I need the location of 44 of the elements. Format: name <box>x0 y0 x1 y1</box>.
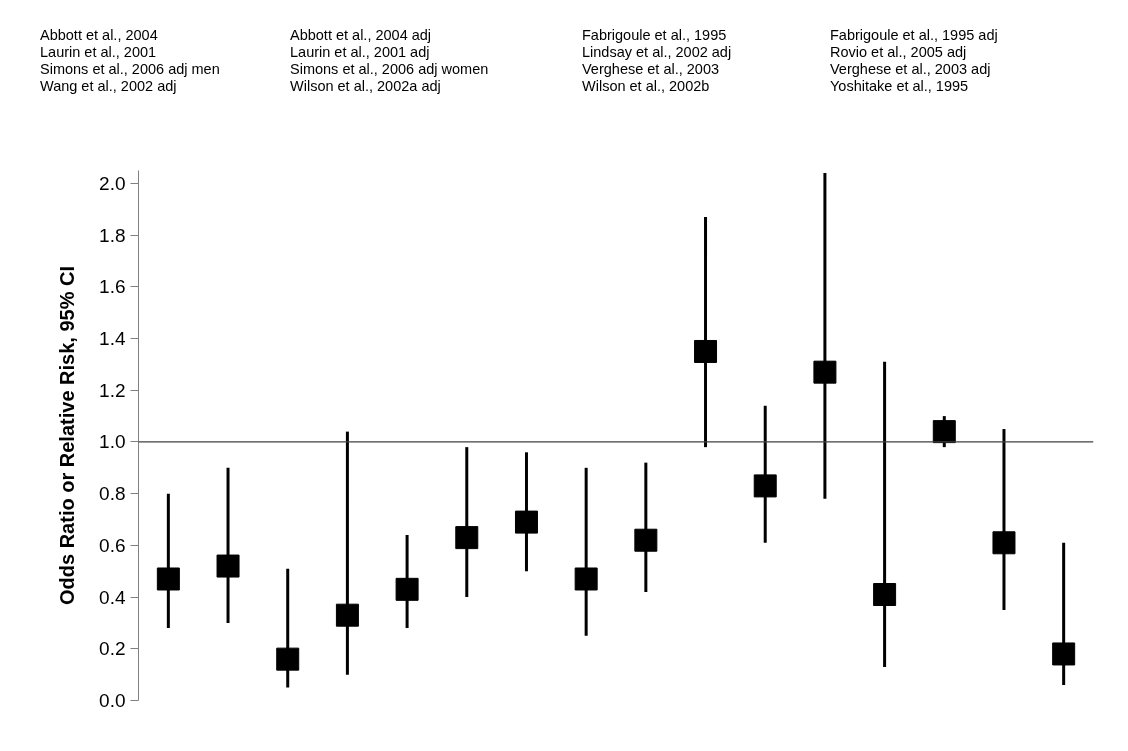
text: Laurin et al., 2001 adj <box>290 44 430 60</box>
point <box>694 339 718 363</box>
point <box>514 510 538 534</box>
y-tick-label: 1.2 <box>99 379 126 401</box>
text: Wilson et al., 2002a adj <box>290 78 441 94</box>
point <box>1052 642 1076 666</box>
y-tick-label: 0.0 <box>99 690 126 711</box>
y-tick-label: 1.4 <box>99 328 126 350</box>
text: Verghese et al., 2003 adj <box>830 61 991 77</box>
y-tick-label: 2.0 <box>99 172 126 194</box>
y-tick-label: 0.6 <box>99 534 126 556</box>
y-tick-label: 0.4 <box>99 586 126 608</box>
text: Verghese et al., 2003 <box>582 61 720 77</box>
point <box>753 474 777 498</box>
point <box>932 420 956 444</box>
point <box>634 528 658 552</box>
point <box>873 583 897 606</box>
text: Rovio et al., 2005 adj <box>830 44 967 60</box>
text: Fabrigoule et al., 1995 <box>582 27 727 43</box>
point <box>992 531 1016 555</box>
text: Laurin et al., 2001 <box>40 44 157 60</box>
text: Yoshitake et al., 1995 <box>830 78 969 94</box>
point <box>813 360 837 384</box>
y-axis-title: Odds Ratio or Relative Risk, 95% CI <box>56 266 79 605</box>
text: Simons et al., 2006 adj men <box>40 61 220 77</box>
point <box>395 577 419 601</box>
text: Lindsay et al., 2002 adj <box>582 44 732 60</box>
point <box>276 647 300 671</box>
text: Simons et al., 2006 adj women <box>290 61 489 77</box>
text: Abbott et al., 2004 adj <box>290 27 432 43</box>
text: Fabrigoule et al., 1995 adj <box>830 27 998 43</box>
point <box>216 554 240 578</box>
y-tick-label: 0.8 <box>99 483 126 505</box>
point <box>335 603 359 627</box>
point <box>574 567 598 591</box>
text: Wang et al., 2002 adj <box>40 78 177 94</box>
point <box>156 567 180 591</box>
y-tick-label: 0.2 <box>99 638 126 660</box>
text: Wilson et al., 2002b <box>582 78 710 94</box>
point <box>455 526 479 550</box>
text: Abbott et al., 2004 <box>40 27 158 43</box>
y-tick-label: 1.6 <box>99 276 126 298</box>
y-tick-label: 1.8 <box>99 224 126 246</box>
y-tick-label: 1.0 <box>99 431 126 453</box>
